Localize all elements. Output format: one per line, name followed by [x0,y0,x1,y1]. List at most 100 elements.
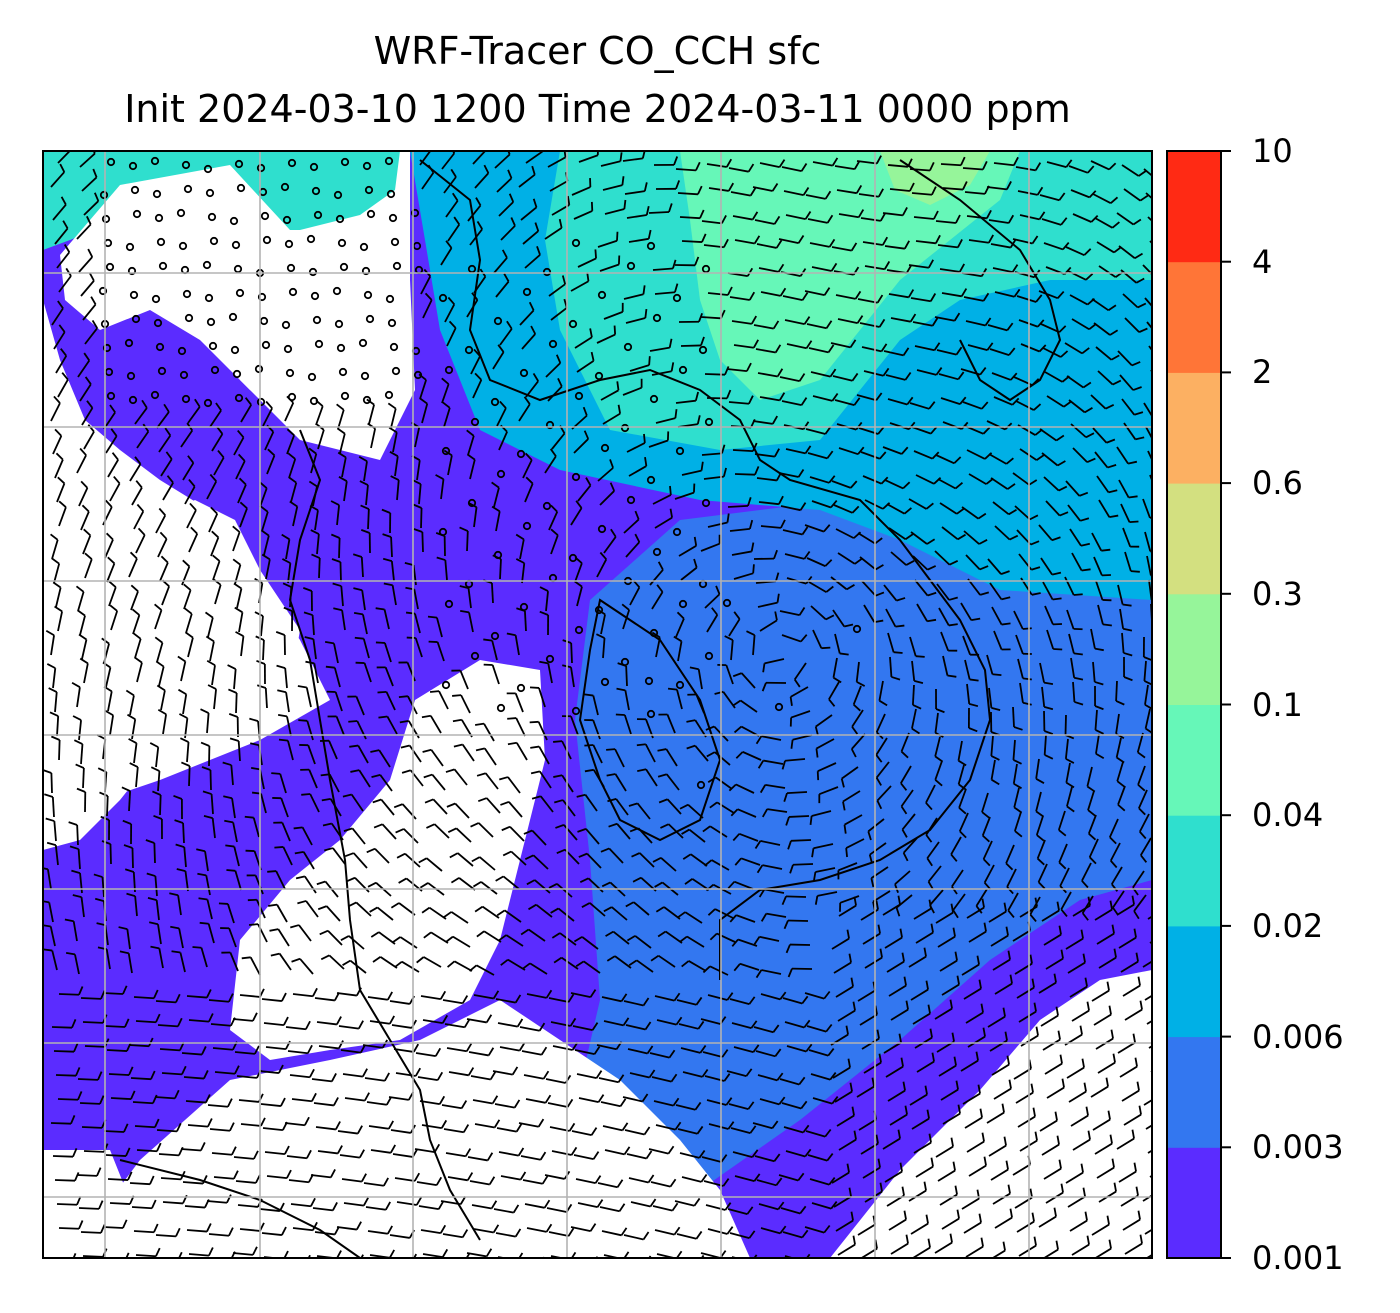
wind-barb-feather [1132,1033,1136,1043]
wind-barb [386,716,398,735]
wind-barb-feather [968,727,978,733]
wind-barb-feather [435,1176,443,1186]
wind-barb [316,534,320,555]
wind-barb-feather [45,817,55,822]
wind-barb [58,275,72,293]
wind-barb [890,1242,909,1255]
wind-barb-feather [311,553,321,559]
wind-barb-feather [1001,1103,1005,1113]
wind-barb [493,257,508,274]
wind-barb [507,958,526,971]
wind-barb [479,856,496,871]
wind-barb [447,223,461,242]
wind-barb-feather [1095,729,1104,735]
wind-barb [1043,242,1064,251]
wind-barb-feather [935,234,941,244]
wind-barb [707,1228,728,1235]
wind-barb-feather [241,956,251,960]
wind-barb-feather [776,368,784,377]
wind-barb-feather [723,1073,731,1082]
wind-barb-feather [728,783,737,792]
wind-barb [961,1197,980,1210]
calm-marker [340,157,350,167]
wind-barb-feather [694,1101,702,1111]
wind-barb [938,607,950,626]
wind-barb [264,687,268,709]
calm-marker [282,215,292,225]
wind-barb [328,773,340,793]
wind-barb-feather [259,481,268,489]
wind-barb-feather [772,415,779,425]
wind-barb-feather [461,995,469,1004]
wind-barb [76,824,79,846]
calm-marker [228,312,238,322]
wind-barb-feather [619,152,623,162]
wind-barb-feather [670,362,675,372]
wind-barb [835,528,855,539]
wind-barb-feather [902,852,909,862]
wind-barb-feather [930,923,934,933]
wind-barb [863,604,876,623]
wind-barb-feather [952,927,956,937]
wind-barb [939,502,958,515]
wind-barb-feather [94,897,105,902]
wind-barb-feather [281,558,291,564]
wind-barb [1042,1038,1061,1051]
wind-barb-feather [1155,418,1164,420]
wind-barb [562,799,576,817]
wind-barb [628,237,649,243]
wind-barb-feather [309,1068,315,1078]
wind-barb-feather [855,184,863,194]
wind-barb-feather [905,1000,909,1010]
wind-barb-feather [696,1125,704,1135]
wind-barb [459,670,469,690]
wind-barb [864,499,884,510]
wind-barb [365,1206,386,1211]
wind-barb-feather [1129,520,1139,524]
calm-marker [106,157,116,167]
wind-barb-feather [925,802,933,811]
wind-barb-feather [603,906,613,913]
wind-barb [677,192,699,196]
wind-barb-feather [617,404,622,414]
wind-barb [430,715,442,734]
wind-barb-feather [1029,1188,1033,1198]
colorbar-segment [1167,261,1221,373]
wind-barb-feather [149,1175,155,1185]
wind-barb [54,691,58,713]
wind-barb [937,478,957,490]
wind-barb-feather [600,847,610,853]
wind-barb-feather [657,561,664,571]
wind-barb-feather [367,881,377,888]
wind-barb-feather [1134,1057,1138,1067]
wind-barb-feather [446,802,456,808]
wind-barb [806,323,827,330]
wind-barb [655,637,661,658]
wind-barb [260,1103,281,1107]
wind-barb-feather [831,392,839,402]
colorbar-tick-label: 0.1 [1252,685,1303,724]
wind-barb [538,746,550,765]
wind-barb-feather [849,1082,853,1092]
wind-barb [74,954,80,975]
wind-barb [1035,815,1044,836]
wind-barb [461,719,473,738]
wind-barb [1145,426,1152,440]
wind-barb [461,744,475,762]
wind-barb-feather [317,905,327,911]
wind-barb [389,1234,410,1239]
wind-barb-feather [959,263,965,273]
wind-barb-feather [445,240,453,249]
wind-barb-feather [959,830,967,839]
wind-barb-feather [947,674,957,678]
wind-barb [238,1099,259,1103]
wind-barb-feather [1163,900,1165,909]
wind-barb-feather [301,793,311,796]
wind-barb [52,204,67,221]
wind-barb-feather [956,507,965,515]
wind-barb [571,1130,592,1136]
wind-barb-feather [1031,592,1041,596]
wind-barb-feather [336,403,345,411]
wind-barb [1120,269,1137,284]
wind-barb [391,1024,412,1029]
